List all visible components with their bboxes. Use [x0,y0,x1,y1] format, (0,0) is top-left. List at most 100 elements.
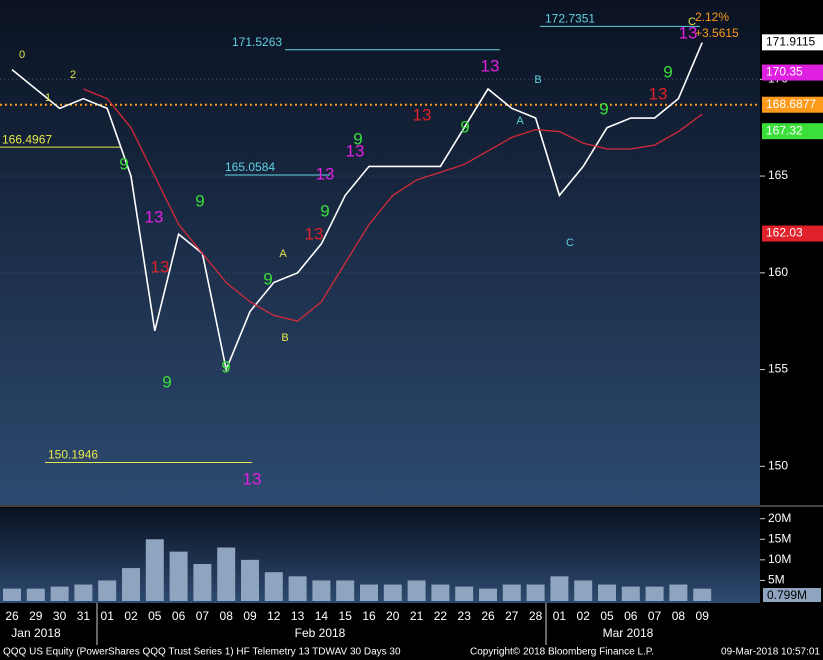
td-count: 0 [19,49,25,61]
price-panel [0,0,760,505]
footer-right: 09-Mar-2018 10:57:01 [721,647,820,658]
td-count: C [688,16,696,28]
x-tick-label: 02 [124,609,138,623]
price-line [11,42,703,373]
td-count: 13 [151,257,170,276]
td-count: 9 [460,117,469,136]
td-count: 13 [145,207,164,226]
x-tick-label: 09 [696,609,710,623]
x-tick-label: 27 [505,609,519,623]
td-count: B [281,332,288,344]
td-count: 1 [45,92,51,104]
volume-bar [598,584,616,601]
td-count: 13 [481,56,500,75]
volume-bar [145,539,164,601]
volume-bar [455,586,474,601]
x-tick-label: 05 [600,609,614,623]
x-tick-label: 26 [481,609,495,623]
td-count: A [516,115,524,127]
td-count: 9 [599,99,608,118]
volume-bar [431,584,450,601]
volume-tag-label: 0.799M [767,588,807,602]
td-count: 9 [119,154,128,173]
level-label: 165.0584 [225,160,275,174]
volume-bar [669,584,688,601]
x-tick-label: 30 [53,609,67,623]
x-tick-label: 15 [339,609,353,623]
date-axis [0,603,760,645]
volume-bar [264,572,283,601]
y-tick-label: 20M [768,511,791,525]
y-tick-label: 15M [768,531,791,545]
volume-bar [217,547,236,601]
moving-average [83,88,703,322]
x-tick-label: 07 [196,609,210,623]
td-count: 13 [305,224,324,243]
x-tick-label: 29 [29,609,43,623]
change-label: +3.5615 [695,26,739,40]
volume-bar [526,584,545,601]
volume-bar [479,588,497,601]
x-tick-label: 13 [291,609,305,623]
change-label: 2.12% [695,10,729,24]
level-label: 172.7351 [545,12,595,26]
x-tick-label: 20 [386,609,400,623]
volume-bar [74,584,93,601]
td-count: 13 [679,23,698,42]
td-count: 13 [649,84,668,103]
volume-bar [550,576,569,601]
td-count: 9 [263,269,272,288]
td-count: 2 [70,69,76,81]
td-count: 9 [353,129,362,148]
footer-left: QQQ US Equity (PowerShares QQQ Trust Ser… [3,647,401,658]
x-tick-label: 26 [5,609,19,623]
price-tag-label: 167.32 [766,123,803,137]
volume-bar [122,568,140,601]
volume-bar [502,584,521,601]
volume-bar [50,586,69,601]
y-tick-label: 165 [768,168,788,182]
td-count: 9 [195,191,204,210]
x-tick-label: 31 [77,609,91,623]
x-tick-label: 05 [148,609,162,623]
x-tick-label: 21 [410,609,424,623]
y-tick-label: 5M [768,573,785,587]
volume-bar [312,580,331,601]
td-count: 13 [243,469,262,488]
price-tag-label: 170.35 [766,65,803,79]
price-tag [762,96,823,113]
volume-bar [360,584,378,601]
volume-bar [288,576,307,601]
y-tick-label: 10M [768,552,791,566]
price-tag-label: 162.03 [766,226,803,240]
volume-bar [169,551,188,601]
level-label: 150.1946 [48,448,98,462]
footer-center: Copyright© 2018 Bloomberg Finance L.P. [470,647,654,658]
volume-bar [645,586,664,601]
volume-bar [621,586,640,601]
y-tick-label: 150 [768,458,788,472]
td-count: C [566,237,574,249]
volume-bar [3,588,21,601]
price-tag [762,225,823,242]
volume-bar [193,563,212,601]
volume-bar [241,559,259,601]
x-tick-label: 01 [101,609,115,623]
level-label: 171.5263 [232,35,282,49]
y-tick-label: 155 [768,362,788,376]
volume-bar [26,588,45,601]
level-label: 166.4967 [2,132,52,146]
x-tick-label: 08 [220,609,234,623]
y-tick-label: 160 [768,265,788,279]
x-tick-label: 07 [648,609,662,623]
x-tick-label: 22 [434,609,448,623]
price-tag-label: 171.9115 [766,35,815,49]
price-tag [762,123,823,140]
x-tick-label: 08 [672,609,686,623]
volume-bar [98,580,117,601]
x-tick-label: 02 [577,609,591,623]
td-count: 13 [413,105,432,124]
volume-tag [763,588,821,602]
td-count: A [279,248,287,260]
volume-bar [336,580,355,601]
